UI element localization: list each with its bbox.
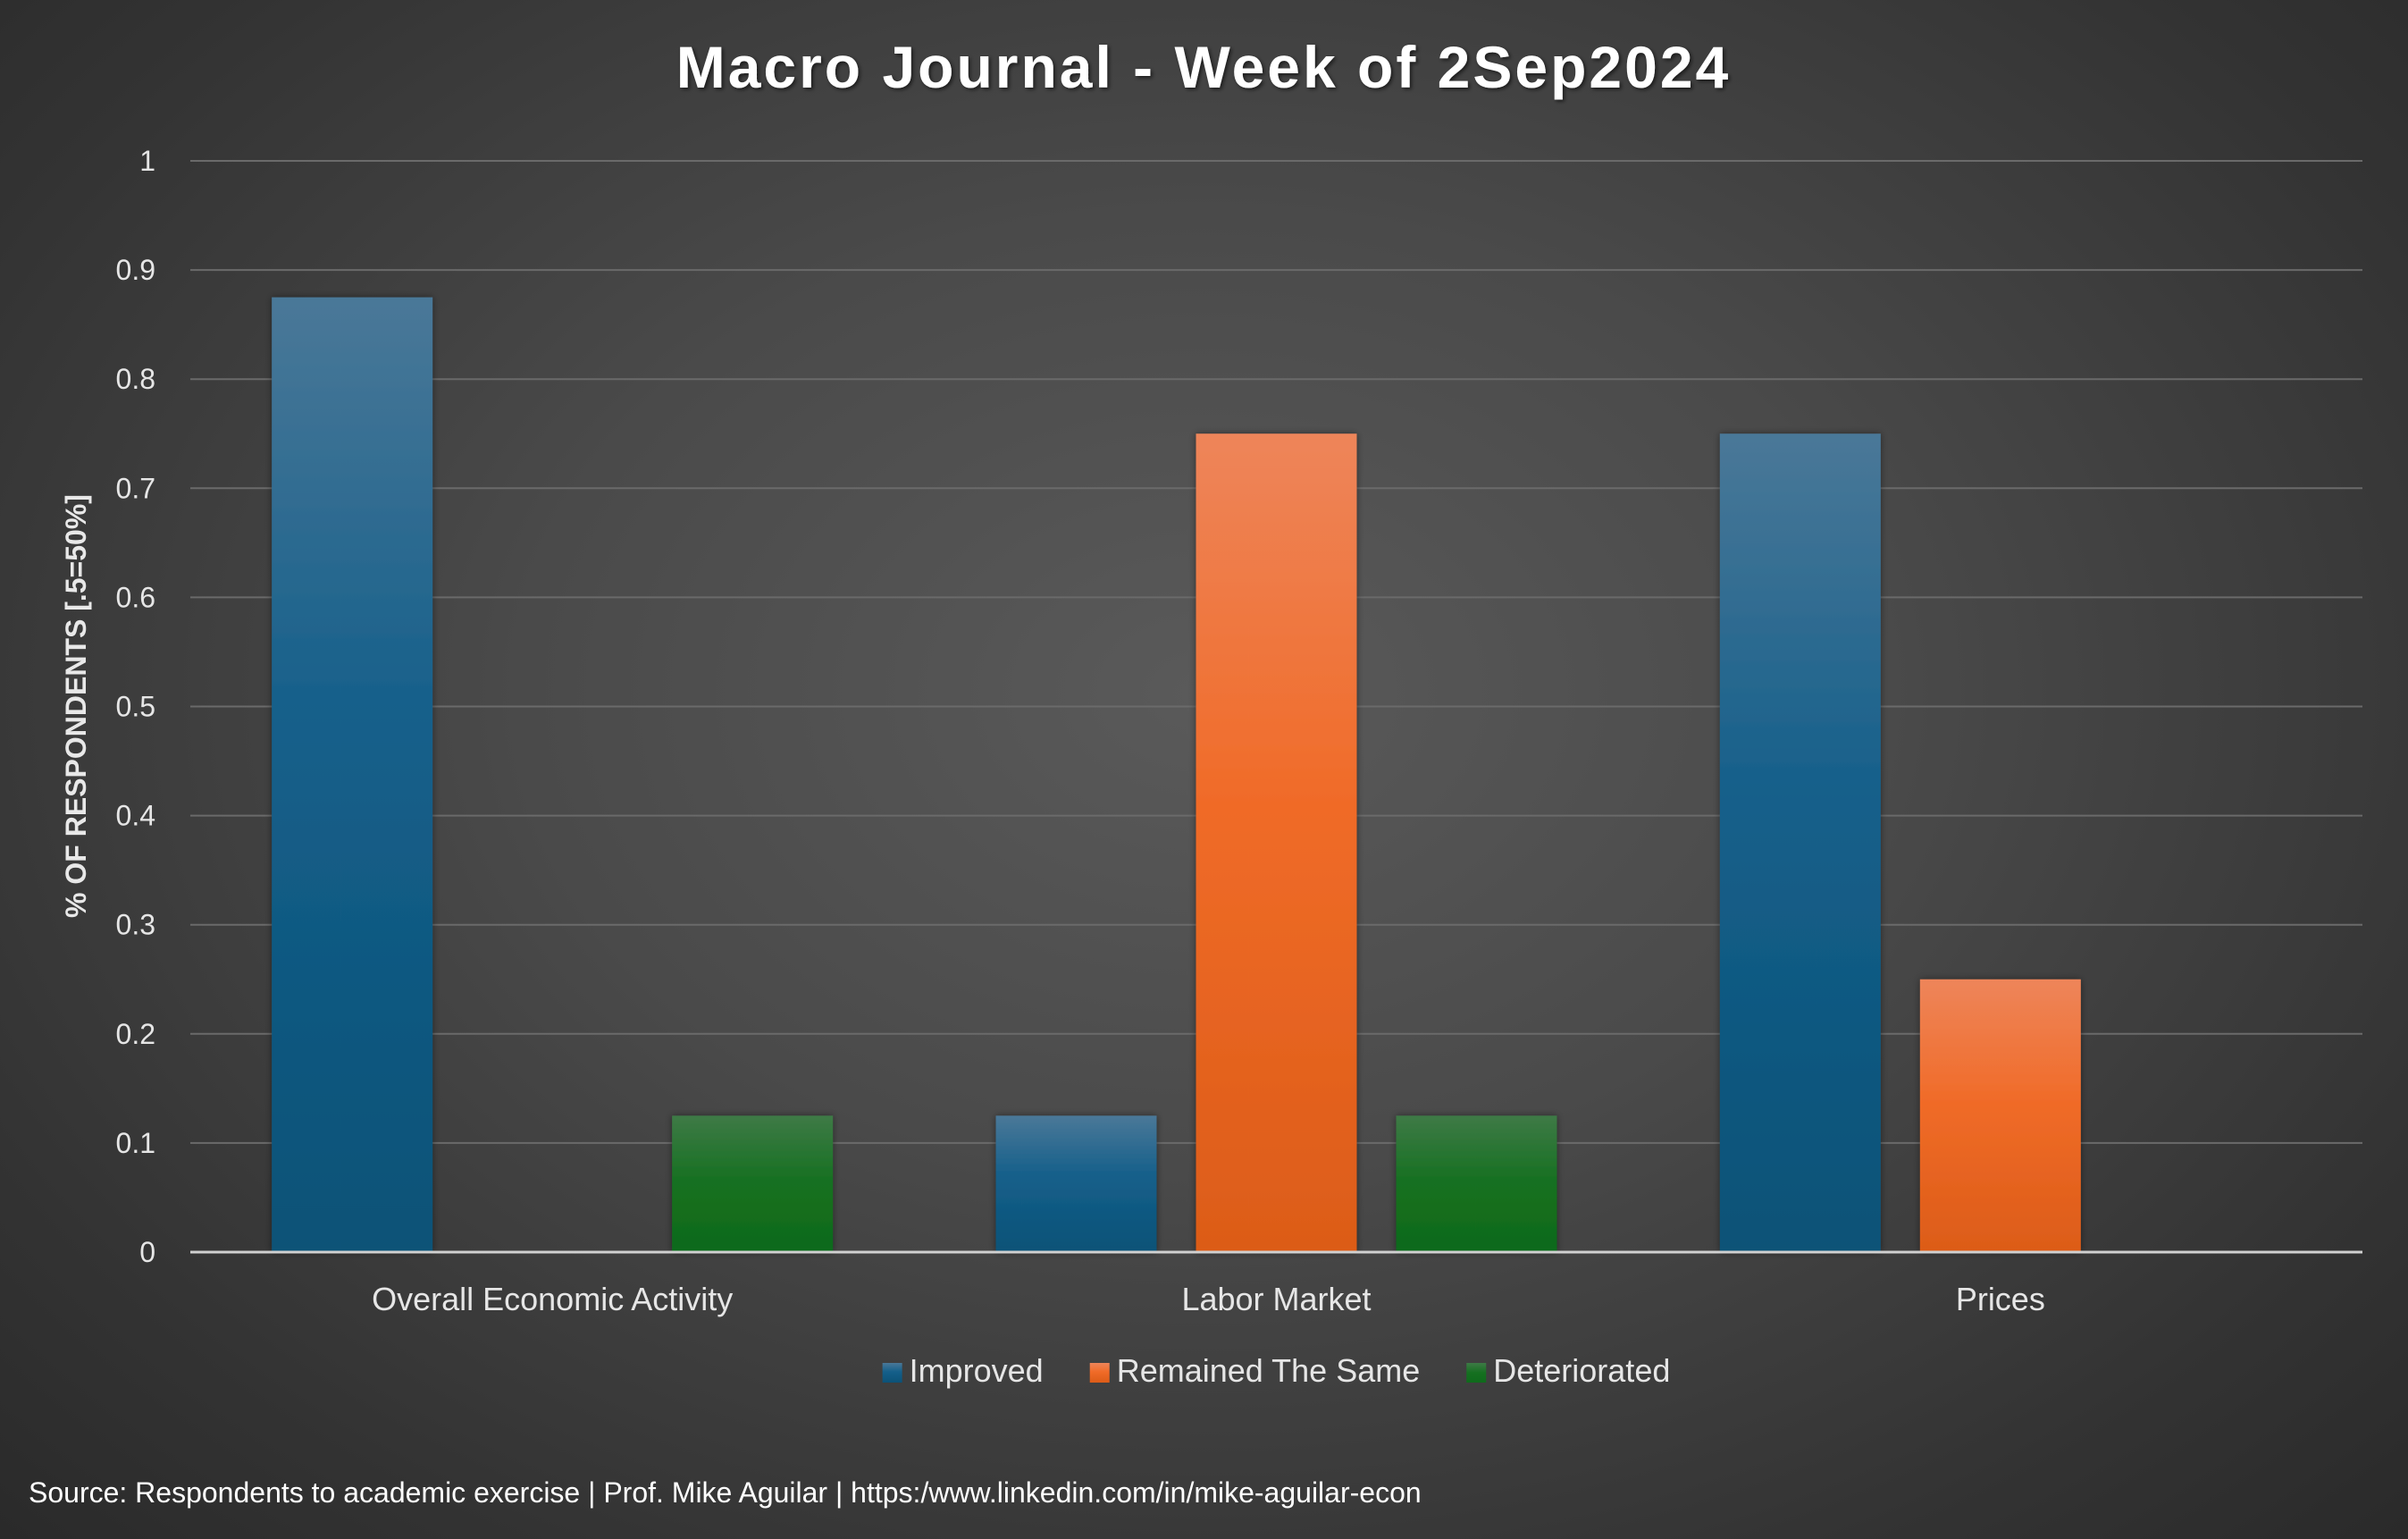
bar-deteriorated-0 [672, 1115, 834, 1252]
y-tick-label: 0.8 [116, 363, 155, 395]
bar-improved-0 [272, 297, 433, 1252]
legend-item: Deteriorated [1466, 1352, 1670, 1389]
bars [272, 297, 2081, 1252]
legend: Improved Remained The Same Deteriorated [882, 1352, 1670, 1389]
legend-label: Remained The Same [1117, 1352, 1421, 1389]
y-tick-label: 0.4 [116, 800, 155, 832]
y-tick-label: 0.2 [116, 1018, 155, 1050]
x-tick-label: Labor Market [1181, 1281, 1371, 1317]
bar-remained-the-same-1 [1196, 433, 1357, 1252]
x-tick-label: Overall Economic Activity [372, 1281, 733, 1317]
y-axis-ticks: 0 0.1 0.2 0.3 0.4 0.5 0.6 0.7 0.8 0.9 1 [116, 145, 155, 1268]
y-tick-label: 0 [139, 1236, 155, 1268]
y-tick-label: 1 [139, 145, 155, 177]
y-tick-label: 0.5 [116, 691, 155, 723]
bar-deteriorated-1 [1396, 1115, 1557, 1252]
y-tick-label: 0.1 [116, 1127, 155, 1159]
legend-label: Improved [910, 1352, 1044, 1389]
legend-item: Improved [882, 1352, 1044, 1389]
bar-remained-the-same-2 [1919, 979, 2081, 1252]
source-footer: Source: Respondents to academic exercise… [29, 1476, 1422, 1509]
y-tick-label: 0.3 [116, 909, 155, 941]
bar-improved-2 [1719, 433, 1881, 1252]
x-axis-ticks: Overall Economic Activity Labor Market Pri… [372, 1281, 2045, 1317]
y-axis-label: % OF RESPONDENTS [.5=50%] [60, 494, 92, 918]
chart-title: Macro Journal - Week of 2Sep2024 [676, 34, 1732, 100]
x-tick-label: Prices [1956, 1281, 2045, 1317]
bar-improved-1 [995, 1115, 1157, 1252]
legend-label: Deteriorated [1493, 1352, 1670, 1389]
y-tick-label: 0.7 [116, 472, 155, 504]
legend-swatch [1466, 1363, 1487, 1383]
y-tick-label: 0.6 [116, 581, 155, 613]
legend-swatch [882, 1363, 902, 1383]
y-tick-label: 0.9 [116, 254, 155, 286]
legend-swatch [1089, 1363, 1110, 1383]
legend-item: Remained The Same [1089, 1352, 1421, 1389]
